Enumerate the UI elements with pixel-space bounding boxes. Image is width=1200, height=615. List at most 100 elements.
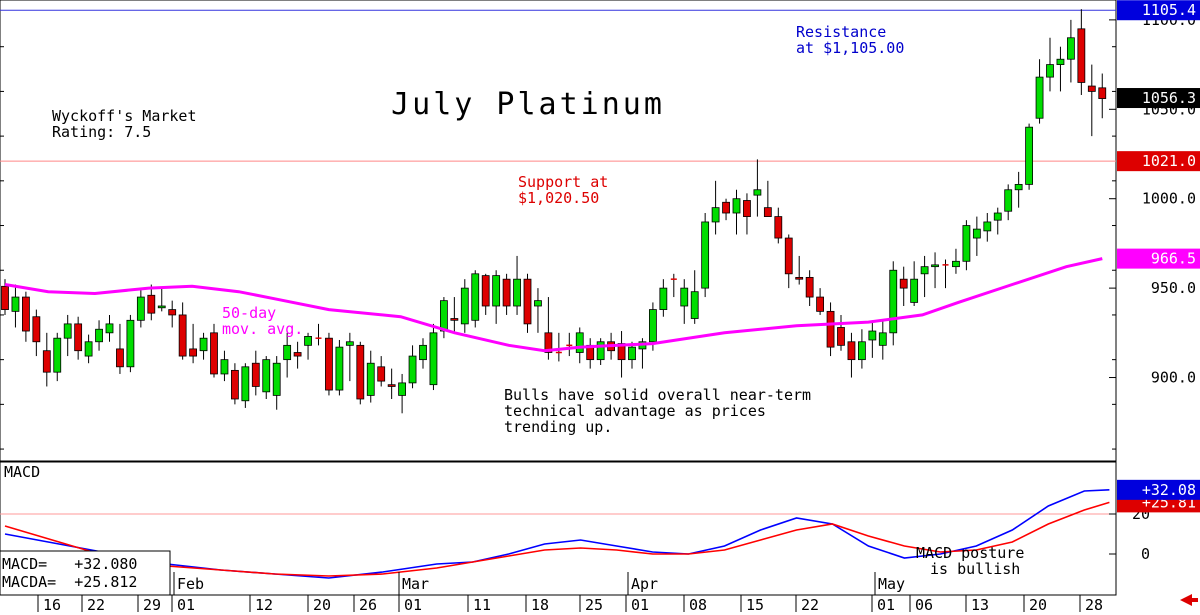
candle <box>147 284 156 321</box>
candle-body <box>1046 64 1054 78</box>
candle <box>42 332 51 387</box>
candle-body <box>1035 76 1044 119</box>
candle-body <box>32 316 41 343</box>
month-label: Feb <box>177 575 204 593</box>
scroll-left-arrow-icon[interactable] <box>1180 594 1198 606</box>
support-note-line-1: Support at <box>518 173 608 191</box>
candle <box>398 373 407 414</box>
candle <box>920 255 929 298</box>
candle-body <box>795 276 804 280</box>
last-price-tag-box <box>1117 88 1200 109</box>
x-tick-label: 13 <box>971 596 989 614</box>
candle <box>199 332 208 360</box>
candle <box>983 213 992 242</box>
candle-body <box>743 200 751 217</box>
candle <box>220 350 229 382</box>
candle-body <box>356 344 365 400</box>
candle <box>356 341 365 405</box>
candle-body <box>481 275 490 307</box>
candle <box>805 270 814 306</box>
macd-readout: MACD= +32.080 <box>2 555 137 573</box>
candle <box>63 314 72 357</box>
resistance-note: Resistance at $1,105.00 <box>796 23 904 57</box>
candle-body <box>1098 87 1107 99</box>
candle-body <box>649 309 657 343</box>
candle <box>241 363 250 408</box>
candle <box>366 350 375 403</box>
candle <box>136 288 145 328</box>
ma-note-line-2: mov. avg. <box>222 320 303 338</box>
candle <box>230 363 239 405</box>
candle <box>95 320 103 351</box>
candle-body <box>377 366 386 382</box>
candle-body <box>42 350 51 373</box>
candle-body <box>116 348 124 368</box>
candle-body <box>241 366 250 402</box>
candle-body <box>1067 37 1075 60</box>
candle <box>189 323 198 364</box>
resistance-note-line-1: Resistance <box>796 23 886 41</box>
candle-body <box>962 225 971 262</box>
candle-body <box>1014 183 1023 191</box>
candle-body <box>1025 126 1033 185</box>
candle <box>1014 171 1023 208</box>
candle-body <box>722 201 730 214</box>
candle <box>21 291 30 342</box>
candle-body <box>1 285 9 310</box>
candle <box>335 339 344 396</box>
candle-body <box>157 305 166 309</box>
candle-body <box>617 343 626 361</box>
candle <box>743 193 751 235</box>
candle <box>555 332 562 362</box>
candle-body <box>889 269 898 334</box>
candle <box>690 270 699 324</box>
candle <box>157 288 166 312</box>
candle <box>345 332 354 382</box>
last-price-tag-label: 1056.3 <box>1142 89 1196 107</box>
candle-body <box>492 275 501 307</box>
candle <box>826 302 835 357</box>
candle-body <box>523 278 532 325</box>
candle-body <box>439 300 448 332</box>
candle-body <box>136 296 145 321</box>
candle-body <box>220 359 229 375</box>
candle <box>858 329 866 369</box>
candle-body <box>74 323 83 352</box>
candle <box>972 216 981 256</box>
month-label: Apr <box>631 575 658 593</box>
annotation-line-3: trending up. <box>504 418 612 436</box>
support-note: Support at $1,020.50 <box>518 173 617 207</box>
support-tag-label: 1021.0 <box>1142 152 1196 170</box>
candle-body <box>784 237 793 275</box>
x-tick-label: 22 <box>801 596 819 614</box>
candle <box>659 279 668 317</box>
candle-body <box>513 278 521 307</box>
candle-body <box>199 337 208 352</box>
candle-body <box>847 341 856 361</box>
candle <box>1056 46 1065 92</box>
candle <box>419 338 427 369</box>
price-tick-label: 950.0 <box>1151 279 1196 297</box>
candle-body <box>680 287 689 307</box>
x-tick-label: 29 <box>143 596 161 614</box>
candle <box>387 368 396 399</box>
x-tick-label: 01 <box>631 596 649 614</box>
candle-body <box>1004 189 1013 212</box>
month-label: May <box>878 575 905 593</box>
candle-body <box>910 278 919 303</box>
candle <box>32 309 41 357</box>
candle <box>1004 184 1013 221</box>
resistance-tag-label: 1105.4 <box>1142 1 1196 19</box>
candle <box>304 332 312 360</box>
candle <box>732 189 741 235</box>
x-tick-label: 28 <box>1085 596 1103 614</box>
candle-body <box>690 291 699 319</box>
candle-body <box>701 221 710 289</box>
ma-line <box>4 257 1103 353</box>
rating-line-2: Rating: 7.5 <box>52 123 151 141</box>
candle-body <box>11 296 20 312</box>
candle <box>816 288 824 315</box>
rating-line-1: Wyckoff's Market <box>52 107 197 125</box>
candle <box>272 356 281 410</box>
candle <box>931 252 939 289</box>
